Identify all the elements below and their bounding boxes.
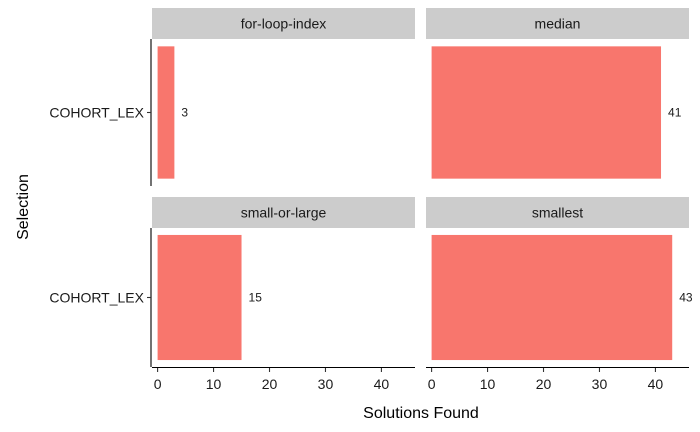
facet-strip-title: for-loop-index (241, 16, 327, 32)
x-tick-label: 30 (592, 376, 608, 392)
bar (431, 46, 662, 179)
facet-strip (426, 8, 689, 39)
facet-strip (426, 197, 689, 228)
x-tick-label: 0 (428, 376, 436, 392)
y-axis-title: Selection (15, 174, 32, 240)
facet-panel-small-or-large: small-or-large 15 COHORT_LEX (49, 197, 415, 367)
facet-panel-for-loop-index: for-loop-index 3 COHORT_LEX (49, 8, 415, 186)
x-tick-label: 30 (318, 376, 334, 392)
facet-strip-title: smallest (532, 205, 583, 221)
facet-strip-title: median (535, 16, 581, 32)
panels: for-loop-index 3 COHORT_LEX median 41 small-o… (49, 8, 693, 367)
y-tick-label: COHORT_LEX (49, 105, 144, 121)
facet-panel-median: median 41 (426, 8, 689, 179)
bar (431, 234, 673, 361)
bar-value-label: 15 (249, 291, 263, 305)
bar-value-label: 41 (668, 106, 682, 120)
y-tick-label: COHORT_LEX (49, 290, 144, 306)
facet-strip (152, 8, 415, 39)
x-tick-label: 40 (648, 376, 664, 392)
axes: 0 10 20 30 40 0 10 20 30 40 (152, 366, 689, 392)
facet-strip (152, 197, 415, 228)
x-tick-label: 20 (262, 376, 278, 392)
facet-panel-smallest: smallest 43 (426, 197, 693, 361)
x-tick-label: 10 (206, 376, 222, 392)
bar-value-label: 43 (679, 291, 693, 305)
x-tick-label: 10 (480, 376, 496, 392)
x-axis-title: Solutions Found (363, 405, 479, 422)
x-tick-label: 0 (154, 376, 162, 392)
x-tick-label: 40 (374, 376, 390, 392)
x-tick-label: 20 (536, 376, 552, 392)
bar (157, 234, 242, 361)
bar (157, 46, 175, 179)
facet-strip-title: small-or-large (241, 205, 327, 221)
bar-value-label: 3 (181, 106, 188, 120)
